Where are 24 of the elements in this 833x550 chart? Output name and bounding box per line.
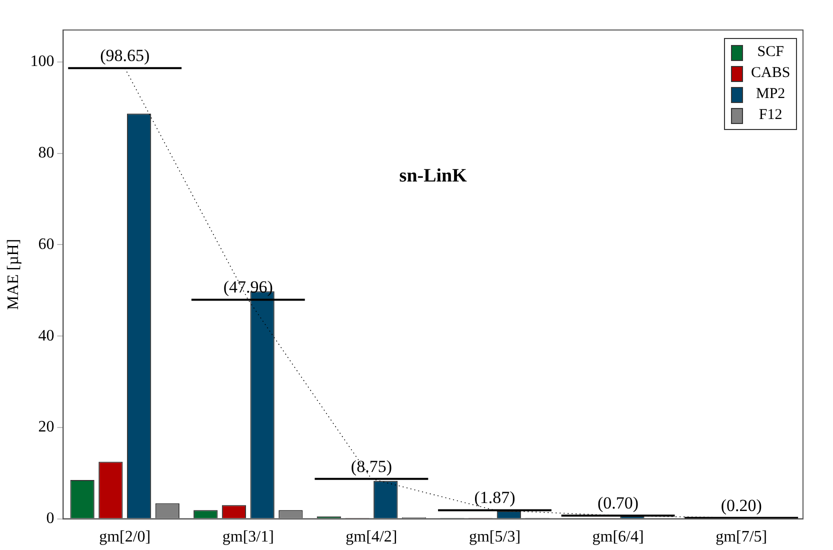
ref-line-label: (98.65): [100, 46, 150, 66]
ref-line-label: (0.70): [598, 494, 639, 513]
y-tick-label: 100: [30, 53, 54, 70]
legend-label: MP2: [755, 85, 786, 104]
x-tick-label: gm[5/3]: [468, 528, 521, 546]
ref-line-label: (8.75): [350, 456, 392, 476]
x-tick-label: gm[2/0]: [99, 528, 151, 546]
ref-line-label: (1.87): [474, 488, 516, 508]
y-tick-label: 0: [46, 510, 54, 528]
y-tick-label: 40: [38, 327, 54, 344]
y-tick-label: 80: [38, 144, 54, 162]
text: sn-LinK: [399, 166, 468, 187]
x-tick-label: gm[7/5]: [716, 528, 768, 546]
y-tick-label: 60: [38, 236, 54, 253]
legend-label: SCF: [756, 43, 785, 62]
legend-label: F12: [758, 106, 784, 125]
legend-label: CABS: [751, 64, 790, 83]
ref-line-label: (0.20): [720, 496, 762, 515]
ref-line-label: (47.96): [223, 278, 273, 297]
x-tick-label: gm[6/4]: [592, 528, 644, 546]
x-tick-label: gm[4/2]: [346, 528, 398, 546]
x-tick-label: gm[3/1]: [222, 528, 274, 546]
y-tick-label: 20: [38, 418, 54, 436]
y-axis-title: MAE [µH]: [4, 238, 22, 310]
